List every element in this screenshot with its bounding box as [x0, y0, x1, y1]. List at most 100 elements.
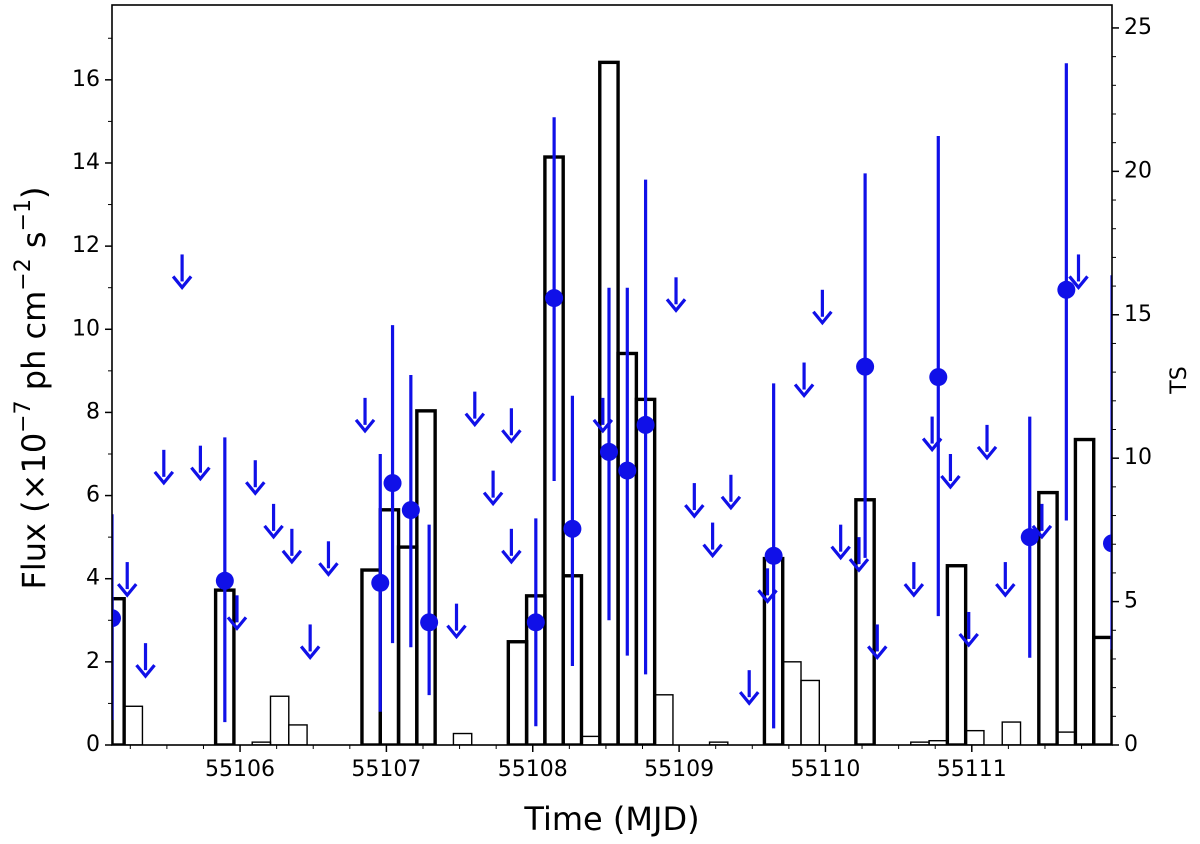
x-axis-title: Time (MJD) [523, 800, 699, 838]
flux-point [383, 474, 402, 493]
upper-limit-arrow [226, 616, 248, 631]
upper-limit-arrow [501, 549, 522, 565]
y-right-tick-label: 10 [1124, 445, 1152, 470]
upper-limit-arrow [940, 474, 961, 490]
y-tick-label: 2 [86, 649, 100, 674]
y-tick-label: 10 [72, 316, 100, 341]
plot-frame [111, 4, 1113, 746]
upper-limit-arrow [171, 275, 193, 290]
flux-point [215, 571, 234, 590]
ts-bar [1001, 721, 1022, 745]
flux-point [636, 415, 655, 434]
upper-limit-arrow [116, 583, 138, 598]
flux-point [563, 519, 582, 538]
upper-limit-arrow [995, 583, 1016, 598]
ts-histogram [112, 60, 1112, 745]
y-axis-title: Flux (×10−7 ph cm−2 s−1) [11, 186, 54, 589]
ts-bar [653, 694, 674, 745]
upper-limit-arrow [958, 632, 979, 648]
ts-bar [800, 679, 821, 745]
upper-limit-arrow [446, 624, 467, 640]
flux-point [929, 368, 948, 387]
x-tick-label: 55110 [790, 757, 860, 782]
flux-points [112, 63, 1112, 729]
upper-limit-arrow [665, 298, 687, 313]
upper-limit-arrow [812, 310, 833, 326]
y-tick-label: 14 [72, 150, 100, 175]
upper-limit-arrow [1068, 275, 1089, 290]
upper-limit-arrow [830, 545, 851, 561]
flux-point [420, 613, 439, 632]
y-tick-label: 6 [86, 483, 100, 508]
flux-point [112, 609, 121, 628]
flux-point [545, 289, 564, 308]
y-tick-label: 4 [86, 566, 100, 591]
upper-limit-arrow [757, 589, 778, 604]
upper-limit-arrow [281, 549, 303, 565]
y-right-tick-label: 0 [1124, 732, 1138, 757]
axes: 0 2 4 6 8 10 12 14 16 0 5 10 15 20 25 55106 55107 55108 55… [72, 15, 1152, 782]
upper-limit-arrow [135, 664, 156, 679]
ts-bar [945, 564, 968, 745]
upper-limit-arrow [1031, 524, 1053, 540]
upper-limit-arrow [793, 383, 815, 399]
upper-limit-arrow [263, 524, 284, 540]
ts-bar [396, 545, 419, 745]
y-right-tick-label: 25 [1124, 15, 1152, 40]
upper-limit-arrow [153, 470, 175, 486]
flux-point [1020, 528, 1039, 547]
upper-limit-arrow [318, 562, 339, 577]
upper-limit-arrow [464, 412, 486, 428]
right-axis-title: TS [1167, 366, 1192, 394]
ts-bar [415, 409, 437, 745]
upper-limit-arrow [867, 645, 888, 660]
flux-point [1103, 534, 1112, 553]
ts-bar [378, 508, 401, 745]
upper-limit-arrow [190, 466, 211, 482]
ts-bar [580, 735, 601, 745]
flux-point [618, 461, 637, 480]
upper-limit-arrow [702, 543, 723, 559]
upper-limit-arrow [848, 558, 870, 573]
ts-bar [506, 640, 529, 745]
x-tick-label: 55106 [205, 757, 275, 782]
ts-bar [288, 724, 308, 745]
y-right-tick-label: 20 [1124, 158, 1152, 183]
upper-limit-arrow [482, 491, 504, 507]
flux-point [371, 573, 390, 592]
ts-bar [269, 695, 290, 745]
y-tick-label: 8 [86, 399, 100, 424]
upper-limit-arrow [592, 418, 614, 434]
y-right-tick-label: 15 [1124, 302, 1152, 327]
ts-bar [1073, 437, 1096, 745]
ts-bar [964, 729, 985, 745]
ts-bar [782, 661, 802, 745]
ts-bar [1056, 731, 1077, 745]
upper-limit-arrow [738, 691, 760, 706]
flux-point [856, 357, 875, 376]
flux-point [1057, 280, 1076, 299]
ts-bar [1037, 490, 1059, 745]
upper-limit-arrow [299, 645, 321, 660]
ts-bar [360, 568, 382, 745]
y-tick-label: 12 [72, 233, 100, 258]
y-tick-label: 0 [86, 732, 100, 757]
ts-bar [123, 705, 144, 745]
y-tick-label: 16 [72, 67, 100, 92]
ts-bar [1092, 635, 1112, 745]
upper-limit-arrow [903, 583, 925, 598]
x-tick-label: 55107 [351, 757, 421, 782]
x-tick-label: 55111 [937, 757, 1007, 782]
flux-point [599, 442, 618, 461]
ts-bar [112, 597, 126, 745]
upper-limit-arrow [720, 495, 742, 511]
upper-limit-arrow [501, 429, 522, 444]
x-tick-label: 55108 [498, 757, 568, 782]
upper-limit-arrow [921, 437, 943, 453]
flux-point [526, 613, 545, 632]
upper-limit-arrow [976, 445, 998, 461]
upper-limit-arrow [245, 481, 266, 496]
flux-point [401, 501, 420, 520]
ts-bar [452, 732, 473, 745]
